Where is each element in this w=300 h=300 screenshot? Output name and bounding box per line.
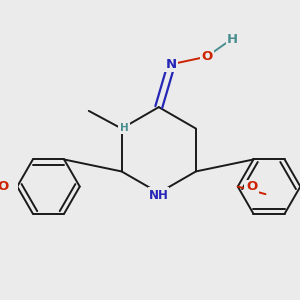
Text: O: O bbox=[0, 180, 9, 193]
FancyBboxPatch shape bbox=[164, 57, 178, 72]
Text: H: H bbox=[120, 123, 128, 133]
Text: O: O bbox=[201, 50, 212, 63]
FancyBboxPatch shape bbox=[118, 121, 130, 134]
Text: N: N bbox=[166, 58, 177, 71]
Text: O: O bbox=[246, 180, 257, 193]
FancyBboxPatch shape bbox=[226, 32, 238, 46]
Text: NH: NH bbox=[149, 189, 169, 202]
FancyBboxPatch shape bbox=[0, 179, 11, 194]
FancyBboxPatch shape bbox=[148, 187, 169, 204]
FancyBboxPatch shape bbox=[200, 49, 214, 64]
Text: H: H bbox=[226, 32, 238, 46]
FancyBboxPatch shape bbox=[244, 179, 260, 194]
